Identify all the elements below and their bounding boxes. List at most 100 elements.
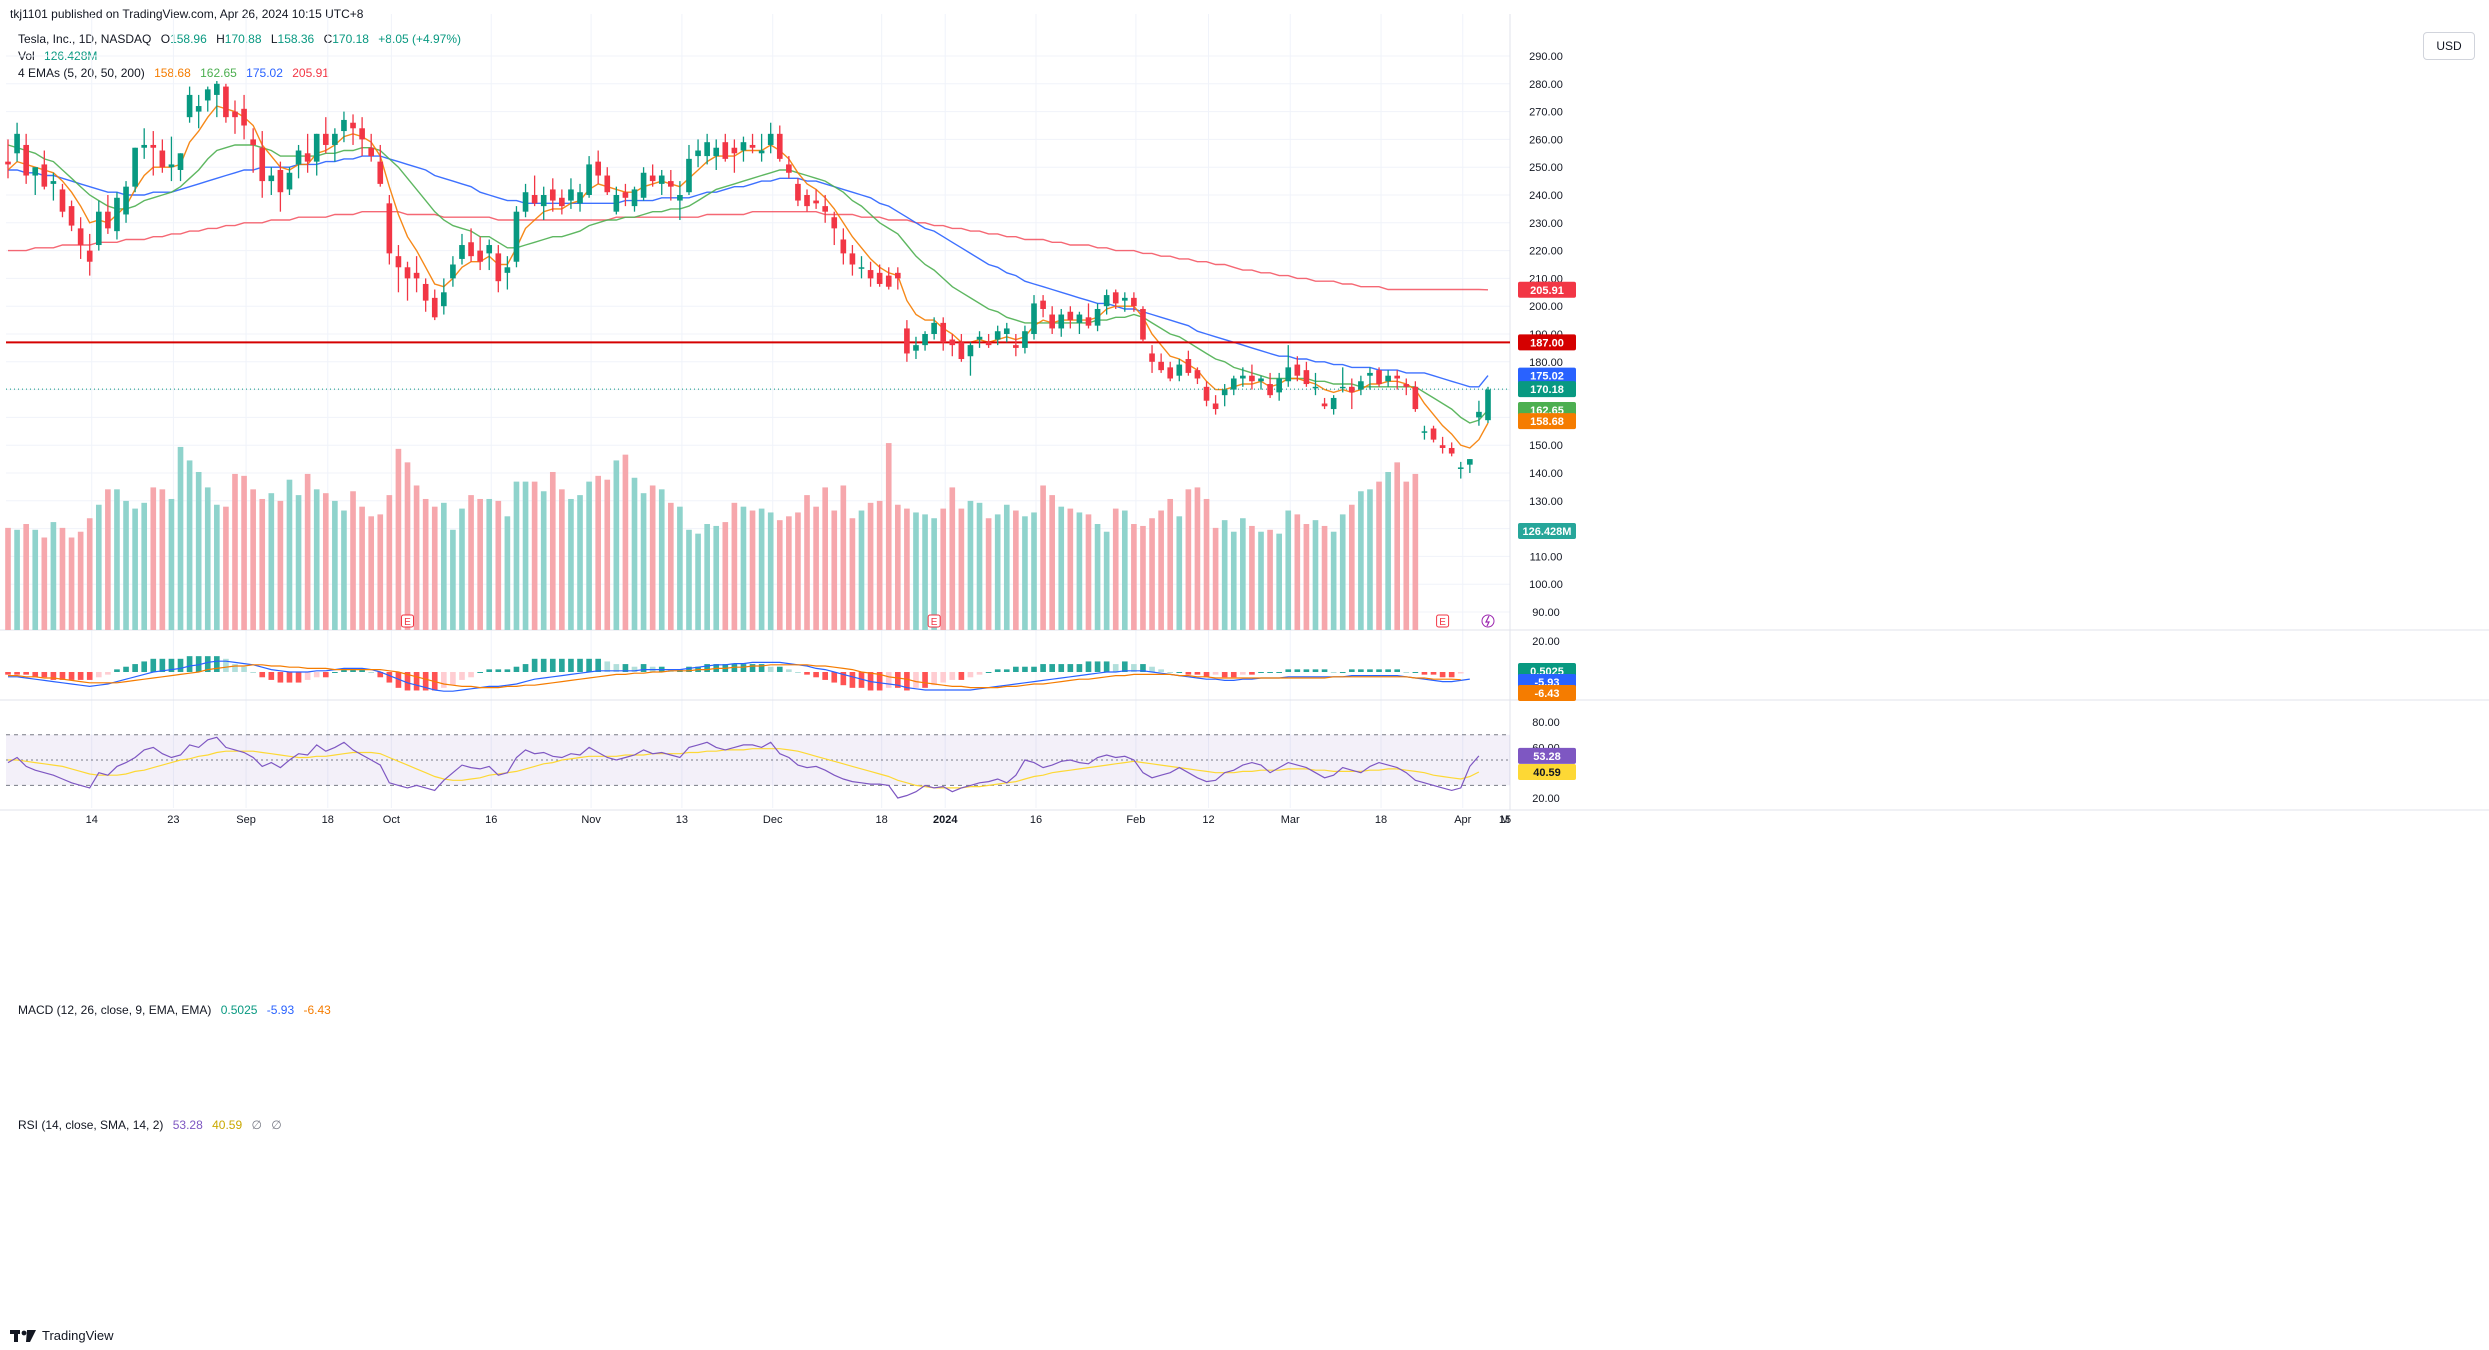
- macd-histogram-bar: [1258, 672, 1264, 673]
- macd-histogram-bar: [141, 661, 148, 672]
- macd-histogram-bar: [522, 664, 529, 672]
- close-value: 170.18: [332, 32, 369, 46]
- candle-body: [813, 200, 819, 204]
- candle-body: [513, 211, 520, 262]
- candle-body: [858, 267, 865, 269]
- candle-body: [1267, 384, 1273, 396]
- candle-body: [368, 147, 375, 157]
- macd-histogram-bar: [1112, 664, 1119, 672]
- candle-body: [758, 150, 765, 154]
- volume-bar: [1167, 498, 1174, 630]
- volume-bar: [613, 460, 620, 630]
- candle-body: [1330, 397, 1337, 410]
- macd-histogram-bar: [468, 672, 474, 678]
- volume-bar: [976, 502, 983, 630]
- macd-histogram-bar: [204, 656, 211, 672]
- macd-histogram-bar: [395, 672, 402, 688]
- macd-histogram-bar: [904, 672, 910, 691]
- volume-bar: [595, 475, 601, 630]
- symbol-legend[interactable]: Tesla, Inc., 1D, NASDAQ O158.96 H170.88 …: [18, 32, 467, 46]
- candle-body: [304, 153, 311, 162]
- volume-bar: [1121, 510, 1128, 630]
- macd-histogram-bar: [114, 669, 120, 672]
- macd-histogram-bar: [804, 672, 810, 675]
- time-axis-label: 18: [1375, 814, 1387, 826]
- volume-bar: [513, 481, 520, 630]
- candle-body: [195, 106, 202, 112]
- volume-bar: [413, 485, 420, 630]
- rsi-extra1-value: ∅: [251, 1118, 262, 1132]
- volume-bar: [1267, 529, 1273, 630]
- candle-body: [540, 195, 547, 207]
- macd-histogram-bar: [1103, 661, 1110, 672]
- candle-body: [341, 119, 347, 132]
- ema20-value: 162.65: [200, 66, 237, 80]
- time-axis-label: Apr: [1454, 814, 1471, 826]
- candle-body: [1385, 375, 1391, 382]
- pane-separators: [0, 14, 2489, 811]
- macd-histogram-bar: [531, 658, 538, 672]
- macd-histogram-bar: [849, 672, 856, 688]
- price-axis-label: 100.00: [1529, 579, 1563, 591]
- volume-bar: [259, 498, 266, 630]
- candle-body: [1321, 403, 1328, 407]
- candle-body: [895, 272, 901, 279]
- rsi-ma-line: [8, 748, 1480, 789]
- macd-histogram-bar: [958, 672, 965, 680]
- low-value: 158.36: [277, 32, 315, 46]
- candle-body: [1312, 386, 1319, 389]
- time-axis[interactable]: 14 23 Sep 18 Oct 16 Nov 13 Dec 18 2024 16 Feb 12 Mar 18…: [86, 814, 1512, 826]
- macd-histogram-bar: [241, 666, 247, 672]
- volume-bar: [1131, 524, 1137, 630]
- macd-histogram-bar: [1040, 664, 1046, 672]
- candle-body: [95, 211, 102, 246]
- volume-bar: [1085, 514, 1092, 630]
- volume-bar: [123, 500, 129, 630]
- volume-bar: [1240, 518, 1246, 630]
- macd-signal-value: -6.43: [303, 1003, 331, 1017]
- volume-bar: [559, 489, 565, 630]
- horizontal-line-187[interactable]: [6, 341, 1510, 390]
- macd-histogram-bar: [758, 664, 765, 672]
- macd-legend[interactable]: MACD (12, 26, close, 9, EMA, EMA) 0.5025…: [18, 1003, 337, 1017]
- volume-bar: [985, 518, 992, 630]
- volume-bar: [504, 516, 511, 630]
- candle-body: [123, 186, 129, 215]
- tradingview-logo-icon: [10, 1329, 36, 1343]
- volume-bar: [722, 522, 729, 630]
- macd-histogram-bar: [767, 666, 774, 672]
- candle-body: [23, 144, 29, 176]
- currency-button[interactable]: USD: [2423, 32, 2475, 60]
- candle-body: [41, 164, 48, 187]
- macd-histogram-bar: [731, 664, 738, 672]
- volume-bar: [831, 510, 838, 630]
- candle-body: [1149, 353, 1155, 362]
- price-axis-label: 150.00: [1529, 440, 1563, 452]
- volume-bar: [441, 502, 447, 630]
- ema5-line: [7, 105, 1489, 449]
- tradingview-logo[interactable]: TradingView: [10, 1328, 114, 1343]
- macd-histogram-bar: [477, 672, 483, 673]
- rsi-legend[interactable]: RSI (14, close, SMA, 14, 2) 53.28 40.59 …: [18, 1118, 288, 1132]
- rsi-axis-label: 80.00: [1532, 717, 1560, 729]
- volume-bar: [904, 508, 910, 630]
- macd-histogram-bar: [1058, 664, 1065, 672]
- time-axis-label: 14: [86, 814, 98, 826]
- high-label: H: [216, 32, 225, 46]
- ema-legend[interactable]: 4 EMAs (5, 20, 50, 200) 158.68 162.65 17…: [18, 66, 335, 80]
- macd-histogram-bar: [322, 672, 329, 678]
- time-axis-label: Oct: [383, 814, 400, 826]
- macd-histogram-bar: [105, 672, 111, 675]
- volume-bar: [277, 500, 284, 630]
- macd-signal-tag-text: -6.43: [1534, 688, 1559, 700]
- macd-histogram-bar: [595, 658, 601, 672]
- macd-histogram-bar: [1385, 669, 1391, 672]
- candle-body: [404, 267, 411, 279]
- candle-body: [1376, 370, 1382, 385]
- macd-histogram-bar: [622, 664, 629, 672]
- candle-body: [695, 150, 701, 157]
- candle-body: [459, 245, 465, 259]
- macd-histogram-bar: [1203, 672, 1210, 678]
